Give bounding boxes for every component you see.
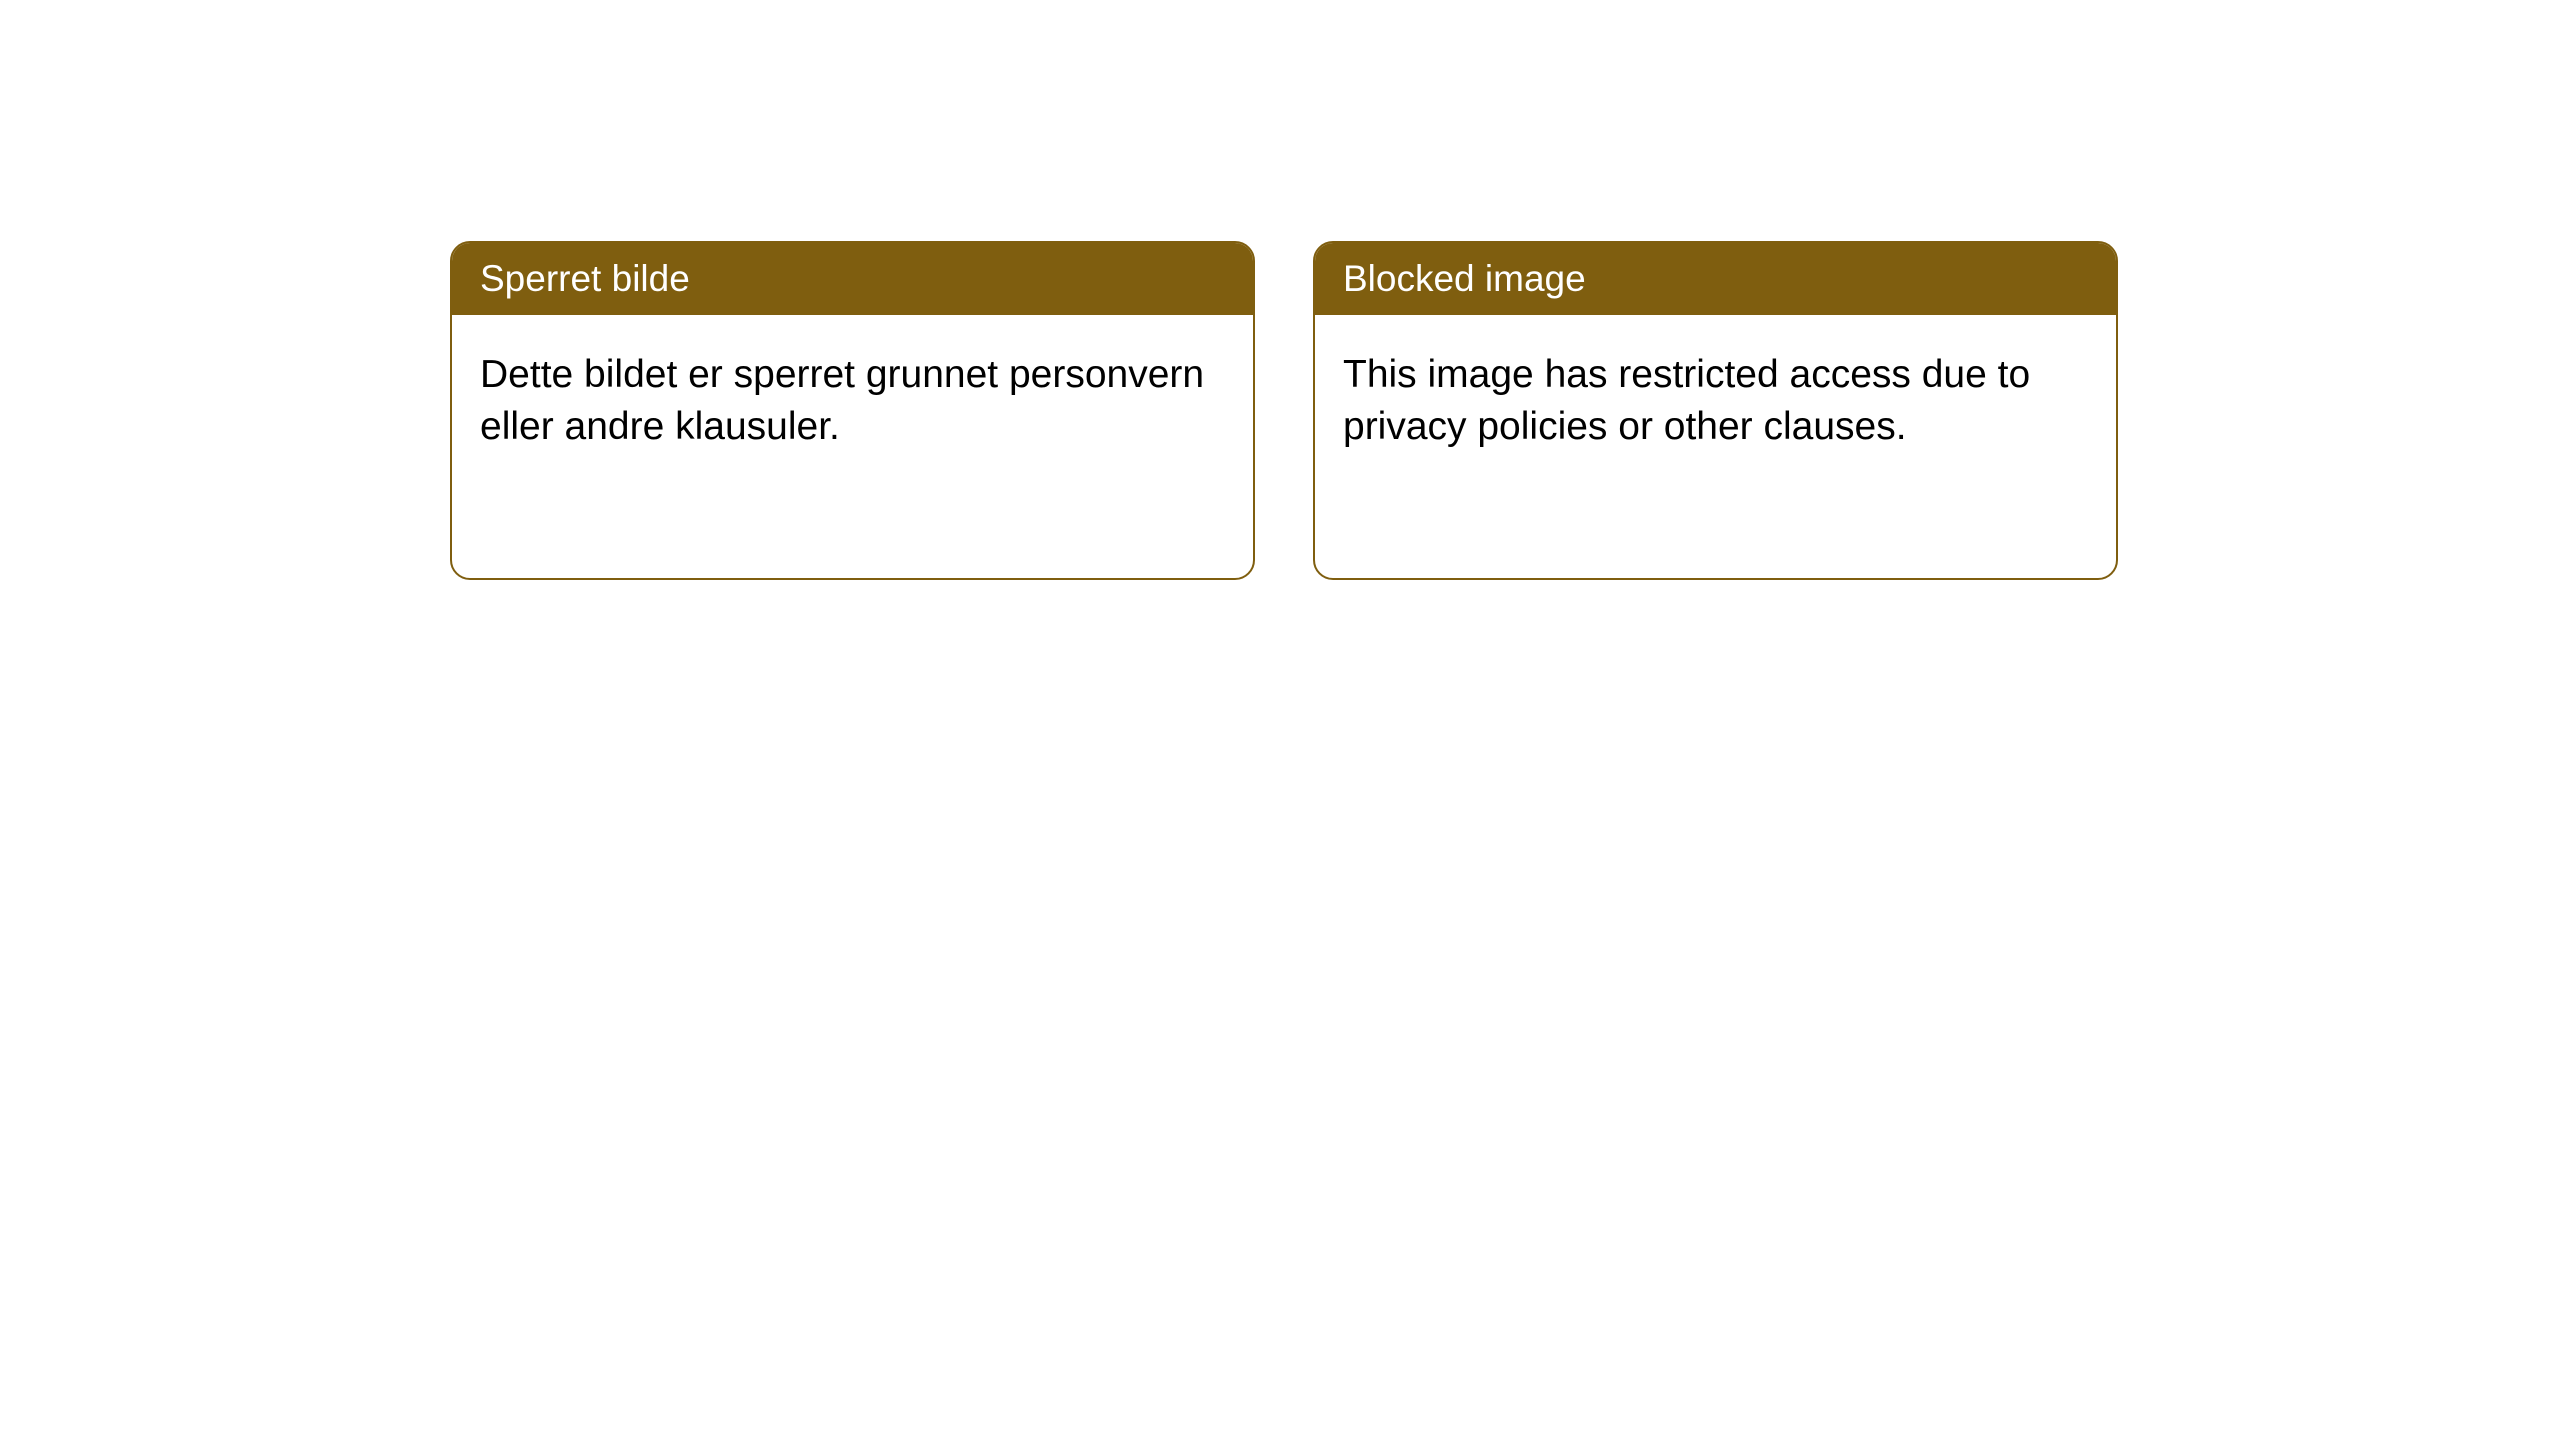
notice-card-english: Blocked image This image has restricted … [1313,241,2118,580]
notice-body: This image has restricted access due to … [1315,315,2116,488]
notice-cards-container: Sperret bilde Dette bildet er sperret gr… [450,241,2118,580]
notice-message: This image has restricted access due to … [1343,353,2030,448]
notice-header: Blocked image [1315,243,2116,315]
notice-body: Dette bildet er sperret grunnet personve… [452,315,1253,488]
notice-message: Dette bildet er sperret grunnet personve… [480,353,1204,448]
notice-card-norwegian: Sperret bilde Dette bildet er sperret gr… [450,241,1255,580]
notice-title: Blocked image [1343,258,1586,299]
notice-header: Sperret bilde [452,243,1253,315]
notice-title: Sperret bilde [480,258,690,299]
